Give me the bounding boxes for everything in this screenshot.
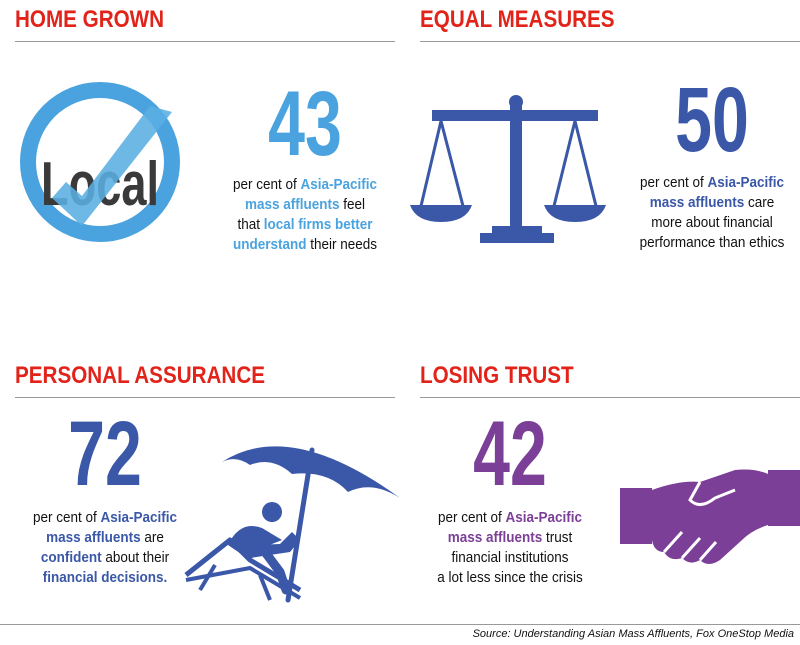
source-note: Source: Understanding Asian Mass Affluen…: [472, 628, 794, 640]
text-line: per cent of Asia-Pacific: [613, 173, 800, 193]
title-rule: [420, 41, 800, 42]
panel-title: PERSONAL ASSURANCE: [15, 362, 266, 389]
text-line: confident about their: [6, 548, 204, 568]
text-line: financial decisions.: [6, 568, 204, 588]
title-rule: [15, 41, 395, 42]
description: per cent of Asia-Pacific mass affluents c…: [602, 173, 800, 253]
body-text: care: [744, 194, 775, 211]
body-text: are: [140, 529, 164, 546]
title-rule: [15, 397, 395, 398]
highlight-text: Asia-Pacific: [707, 174, 785, 191]
highlight-text: Asia-Pacific: [300, 176, 378, 193]
body-text: about their: [101, 549, 170, 566]
footer-rule: [0, 624, 800, 625]
panel-title: LOSING TRUST: [420, 362, 574, 389]
highlight-text: confident: [40, 549, 102, 566]
text-line: performance than ethics: [613, 233, 800, 253]
text-line: mass affluents trust: [411, 528, 609, 548]
title-rule: [420, 397, 800, 398]
body-text: trust: [542, 529, 573, 546]
body-text: per cent of: [639, 174, 708, 191]
text-line: more about financial: [613, 213, 800, 233]
highlight-text: mass affluents: [244, 196, 340, 213]
body-text: per cent of: [232, 176, 301, 193]
body-text: per cent of: [32, 509, 101, 526]
big-number: 43: [268, 73, 342, 175]
big-number: 42: [473, 403, 547, 505]
highlight-text: understand: [232, 236, 307, 253]
body-text: that: [237, 216, 264, 233]
highlight-text: Asia-Pacific: [100, 509, 178, 526]
text-line: financial institutions: [411, 548, 609, 568]
description: per cent of Asia-Pacific mass affluents f…: [195, 175, 415, 255]
highlight-text: Asia-Pacific: [505, 509, 583, 526]
panel-title: EQUAL MEASURES: [420, 6, 615, 33]
circle-icon: [20, 82, 180, 242]
text-line: mass affluents are: [6, 528, 204, 548]
description: per cent of Asia-Pacific mass affluents a…: [0, 508, 215, 588]
highlight-text: financial decisions.: [42, 569, 168, 586]
highlight-text: mass affluents: [447, 529, 543, 546]
text-line: a lot less since the crisis: [411, 568, 609, 588]
text-line: mass affluents feel: [206, 195, 404, 215]
body-text: more about financial: [651, 214, 773, 231]
panel-title: HOME GROWN: [15, 6, 165, 33]
body-text: per cent of: [437, 509, 506, 526]
highlight-text: mass affluents: [46, 529, 141, 546]
text-line: per cent of Asia-Pacific: [206, 175, 404, 195]
big-number: 72: [68, 403, 142, 505]
umbrella-icon: [184, 446, 400, 603]
body-text: their needs: [306, 236, 378, 253]
text-line: mass affluents care: [613, 193, 800, 213]
text-line: per cent of Asia-Pacific: [411, 508, 609, 528]
handshake-icon: [620, 469, 800, 564]
text-line: that local firms better: [206, 215, 404, 235]
text-line: understand their needs: [206, 235, 404, 255]
body-text: a lot less since the crisis: [437, 569, 583, 586]
scale-icon: [410, 95, 606, 243]
big-number: 50: [675, 69, 749, 171]
body-text: performance than ethics: [639, 234, 785, 251]
highlight-text: mass affluents: [649, 194, 745, 211]
check-icon: [52, 106, 172, 226]
body-text: feel: [339, 196, 366, 213]
highlight-text: local firms better: [263, 216, 373, 233]
body-text: financial institutions: [451, 549, 569, 566]
text-line: per cent of Asia-Pacific: [6, 508, 204, 528]
description: per cent of Asia-Pacific mass affluents t…: [400, 508, 620, 588]
